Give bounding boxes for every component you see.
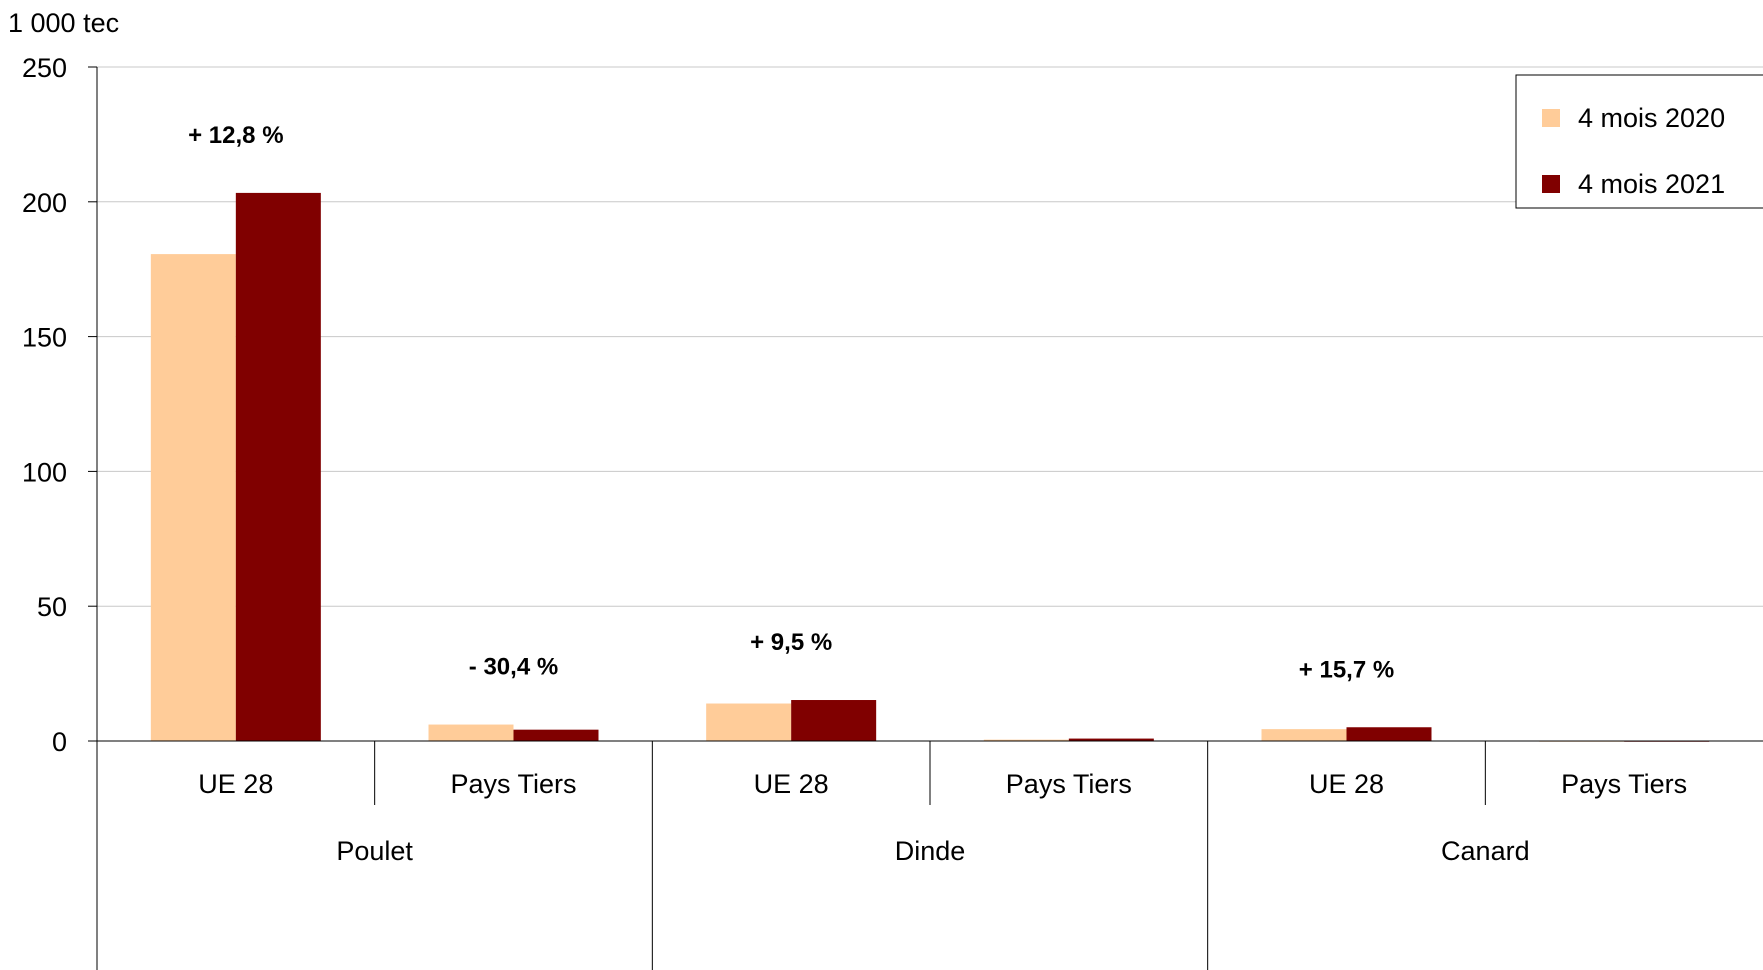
legend: 4 mois 2020 4 mois 2021 xyxy=(1515,74,1763,209)
annotations: + 12,8 % - 30,4 % + 9,5 % + 15,7 % xyxy=(188,122,1394,683)
y-tick-label: 200 xyxy=(22,188,67,218)
bar-series-1 xyxy=(1261,729,1347,741)
bar-series-2 xyxy=(513,729,599,741)
y-tick-label: 0 xyxy=(52,727,67,757)
legend-label: 4 mois 2021 xyxy=(1578,169,1725,199)
bar-series-2 xyxy=(1068,738,1154,741)
gridlines xyxy=(97,66,1763,607)
change-annotation: + 12,8 % xyxy=(188,122,283,149)
legend-swatch xyxy=(1542,175,1560,193)
x-group-label: Poulet xyxy=(336,836,413,866)
x-group-label: Canard xyxy=(1441,836,1530,866)
y-tick-label: 250 xyxy=(22,53,67,83)
bar-series-1 xyxy=(150,254,236,741)
x-category-label: Pays Tiers xyxy=(1006,769,1132,799)
x-category-label: UE 28 xyxy=(754,769,829,799)
y-tick-label: 150 xyxy=(22,323,67,353)
legend-swatch xyxy=(1542,109,1560,127)
change-annotation: + 9,5 % xyxy=(750,629,832,656)
x-group-label: Dinde xyxy=(895,836,966,866)
legend-label: 4 mois 2020 xyxy=(1578,103,1725,133)
x-category-label: UE 28 xyxy=(198,769,273,799)
bars xyxy=(150,192,1710,742)
y-tick-label: 100 xyxy=(22,457,67,487)
x-category-label: Pays Tiers xyxy=(1561,769,1687,799)
change-annotation: + 15,7 % xyxy=(1299,656,1394,683)
unit-label: 1 000 tec xyxy=(8,8,119,38)
bar-series-1 xyxy=(983,739,1069,741)
axes xyxy=(88,66,1763,970)
bar-series-1 xyxy=(706,703,792,741)
y-tick-label: 50 xyxy=(37,592,67,622)
axis-labels: 0 50 100 150 200 250 UE 28 Pays Tiers UE 28 Pays … xyxy=(22,53,1687,866)
bar-series-2 xyxy=(235,192,321,741)
x-category-label: Pays Tiers xyxy=(450,769,576,799)
bar-series-2 xyxy=(791,700,877,741)
x-category-label: UE 28 xyxy=(1309,769,1384,799)
change-annotation: - 30,4 % xyxy=(469,654,558,681)
bar-series-2 xyxy=(1346,727,1432,741)
bar-series-1 xyxy=(428,724,514,741)
